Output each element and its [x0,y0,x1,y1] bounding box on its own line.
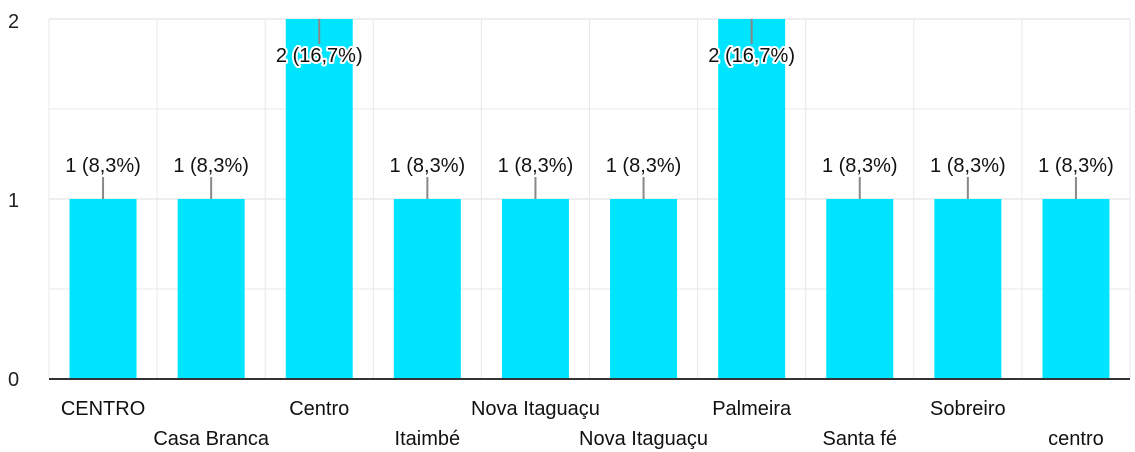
bar [69,199,137,379]
bar [1042,199,1110,379]
bar [177,199,245,379]
bar [501,199,569,379]
category-label: Casa Branca [153,428,269,450]
data-label: 1 (8,3%) [65,155,141,177]
category-label: CENTRO [61,398,145,420]
bar [285,19,353,379]
category-label: Santa fé [822,428,897,450]
y-tick-label-0: 0 [8,369,19,391]
category-label: Nova Itaguaçu [579,428,708,450]
category-label: centro [1048,428,1104,450]
data-labels: 1 (8,3%) 1 (8,3%) 2 (16,7%) 1 (8,3%) 1 (… [65,43,1114,177]
category-label: Centro [289,398,349,420]
x-axis-categories: CENTRO Casa Branca Centro Itaimbé Nova I… [61,398,1104,450]
bars [69,19,1110,379]
bar [610,199,678,379]
y-axis-ticks: 0 1 2 [8,11,19,391]
data-label-leaders [102,19,1077,199]
bar [393,199,461,379]
data-label: 2 (16,7%) [708,45,795,67]
category-label: Nova Itaguaçu [471,398,600,420]
category-label: Palmeira [712,398,792,420]
bar [934,199,1002,379]
y-tick-label-2: 2 [8,11,19,33]
data-label: 1 (8,3%) [606,155,682,177]
category-label: Sobreiro [930,398,1006,420]
bar [718,19,786,379]
bar [826,199,894,379]
data-label: 1 (8,3%) [498,155,574,177]
data-label: 2 (16,7%) [276,45,363,67]
data-label: 1 (8,3%) [822,155,898,177]
y-tick-label-1: 1 [8,190,19,212]
data-label: 1 (8,3%) [930,155,1006,177]
data-label: 1 (8,3%) [173,155,249,177]
data-label: 1 (8,3%) [1038,155,1114,177]
data-label: 1 (8,3%) [390,155,466,177]
category-label: Itaimbé [395,428,461,450]
